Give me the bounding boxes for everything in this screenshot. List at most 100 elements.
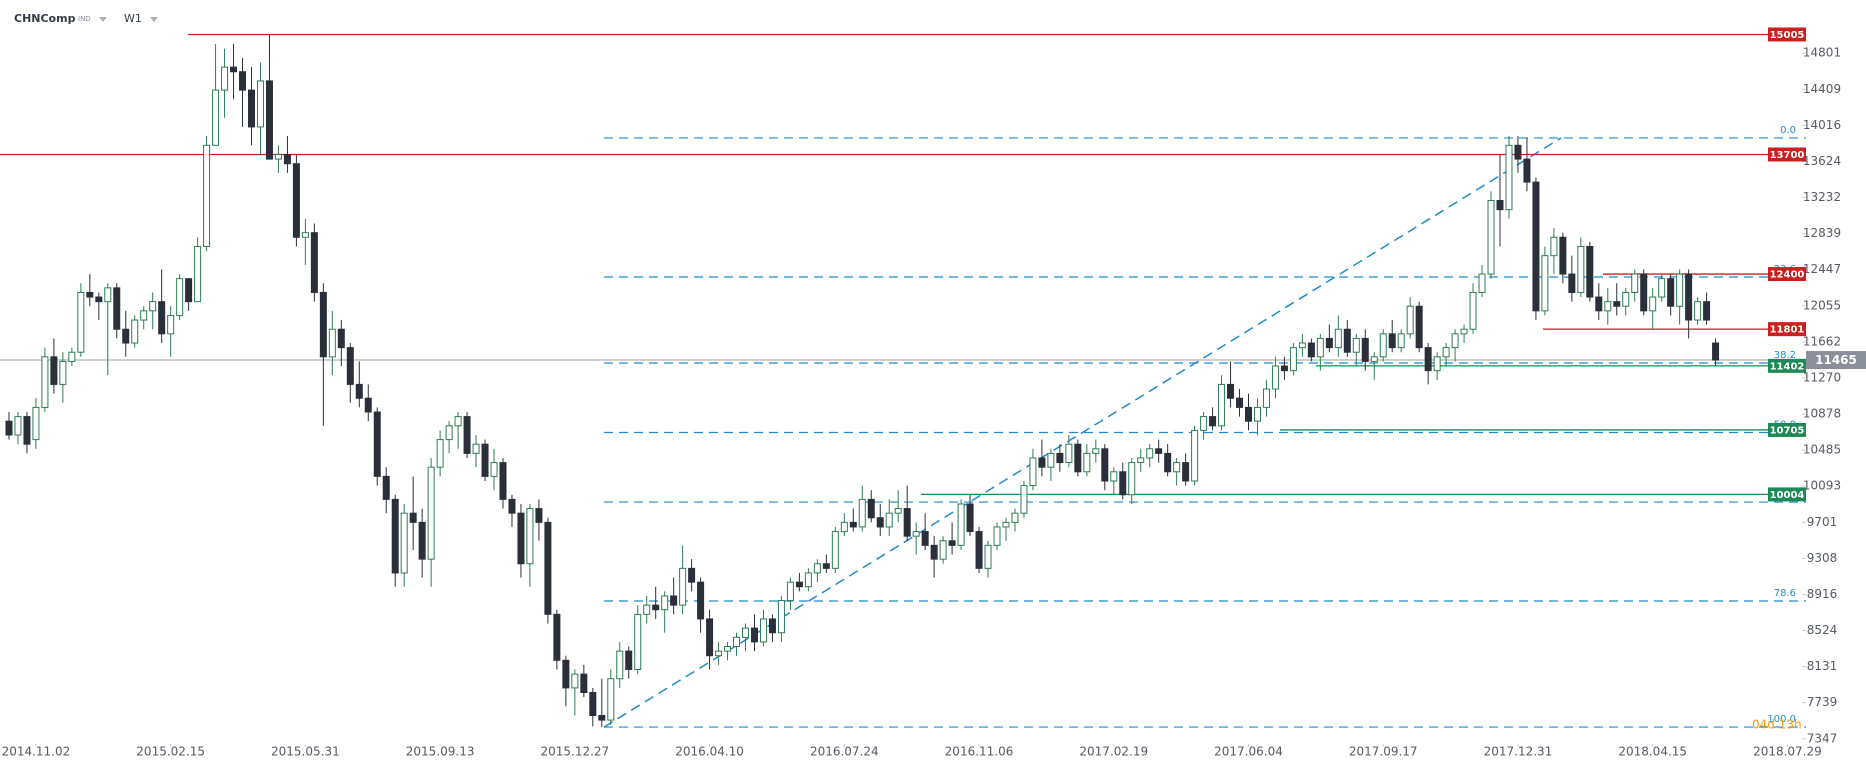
candle-body xyxy=(1164,452,1172,473)
candle-body xyxy=(742,627,750,638)
interval[interactable]: W1 xyxy=(124,12,142,25)
candle-body xyxy=(1271,365,1279,390)
y-tick-label: 12055 xyxy=(1803,298,1841,312)
candle-body xyxy=(1002,521,1010,528)
x-tick-label: 2016.07.24 xyxy=(810,745,879,759)
candle-body xyxy=(759,618,767,643)
candle-body xyxy=(1577,245,1585,293)
candle-body xyxy=(373,411,381,477)
fib-label: 0.0 xyxy=(1780,125,1796,136)
candle-body xyxy=(1478,273,1486,293)
candle-body xyxy=(463,416,471,454)
level-box xyxy=(1768,322,1806,337)
candle-body xyxy=(1460,328,1468,335)
y-tick-label: 12447 xyxy=(1803,262,1841,276)
candle-body xyxy=(194,245,202,303)
candle-body xyxy=(1262,388,1270,408)
x-tick-label: 2015.09.13 xyxy=(406,745,475,759)
candle-body xyxy=(1640,273,1648,312)
level-label: 11801 xyxy=(1770,325,1805,336)
candle-body xyxy=(858,498,866,528)
candle-body xyxy=(149,301,157,312)
candle-body xyxy=(301,232,309,238)
y-tick-label: 9701 xyxy=(1807,515,1838,529)
candle-body xyxy=(1406,305,1414,335)
candle-body xyxy=(625,650,633,671)
candle-body xyxy=(598,714,606,721)
candle-body xyxy=(1631,273,1639,293)
candle-body xyxy=(158,301,166,335)
fib-label: 78.6 xyxy=(1774,588,1796,599)
x-tick-label: 2016.11.06 xyxy=(945,745,1014,759)
drawings xyxy=(0,33,1806,728)
candle-body xyxy=(553,613,561,661)
level-label: 12400 xyxy=(1770,270,1805,281)
candle-body xyxy=(1442,347,1450,358)
candle-body xyxy=(1316,337,1324,358)
candle-body xyxy=(274,154,282,160)
candle-body xyxy=(283,154,291,165)
y-tick-label: 11662 xyxy=(1803,334,1841,348)
candle-body xyxy=(912,531,920,537)
candle-body xyxy=(131,319,139,344)
candle-body xyxy=(643,604,651,615)
level-box xyxy=(1768,422,1806,437)
candle-body xyxy=(724,646,732,652)
candle-body xyxy=(634,613,642,671)
candle-body xyxy=(1676,273,1684,307)
candle-body xyxy=(140,310,148,321)
x-tick-label: 2015.02.15 xyxy=(136,745,205,759)
fib-label: 38.2 xyxy=(1774,350,1796,361)
candle-body xyxy=(1712,342,1720,361)
candle-body xyxy=(1334,328,1342,349)
candle-body xyxy=(418,521,426,560)
candle-body xyxy=(679,567,687,606)
y-tick-label: 7739 xyxy=(1807,695,1838,709)
candle-body xyxy=(966,503,974,533)
candle-body xyxy=(230,66,238,73)
candle-body xyxy=(975,531,983,569)
candle-body xyxy=(1137,457,1145,464)
candle-body xyxy=(562,659,570,689)
level-box xyxy=(1768,267,1806,282)
candle-body xyxy=(14,416,22,436)
level-label: 10705 xyxy=(1770,425,1805,436)
symbol[interactable]: CHNComp xyxy=(14,12,76,25)
candle-body xyxy=(59,360,67,385)
candle-body xyxy=(1253,406,1261,422)
candle-body xyxy=(984,544,992,569)
candle-body xyxy=(427,466,435,560)
dropdown-caret[interactable] xyxy=(99,17,107,22)
y-tick-label: 11270 xyxy=(1803,370,1841,384)
candle-body xyxy=(840,521,848,533)
x-tick-label: 2017.06.04 xyxy=(1214,745,1283,759)
candle-body xyxy=(1200,416,1208,431)
candle-body xyxy=(481,443,489,477)
candle-body xyxy=(616,650,624,680)
candle-body xyxy=(1514,144,1522,160)
candle-body xyxy=(1397,333,1405,349)
candle-body xyxy=(247,89,255,128)
candle-body xyxy=(1038,457,1046,468)
candle-body xyxy=(885,512,893,528)
candle-body xyxy=(1415,305,1423,349)
candle-body xyxy=(768,618,776,634)
y-tick-label: 12839 xyxy=(1803,226,1841,240)
candle-body xyxy=(400,512,408,574)
candle-body xyxy=(113,287,121,330)
x-tick-label: 2015.12.27 xyxy=(540,745,609,759)
candle-body xyxy=(203,144,211,247)
dropdown-caret[interactable] xyxy=(150,17,158,22)
candle-body xyxy=(1685,273,1693,321)
candle-body xyxy=(355,383,363,399)
candle-body xyxy=(1047,452,1055,468)
candle-body xyxy=(750,627,758,643)
candle-body xyxy=(1182,462,1190,482)
candle-body xyxy=(697,581,705,620)
y-tick-label: 10485 xyxy=(1803,443,1841,457)
candle-body xyxy=(930,544,938,560)
candle-body xyxy=(265,80,273,160)
candle-body xyxy=(1424,347,1432,372)
